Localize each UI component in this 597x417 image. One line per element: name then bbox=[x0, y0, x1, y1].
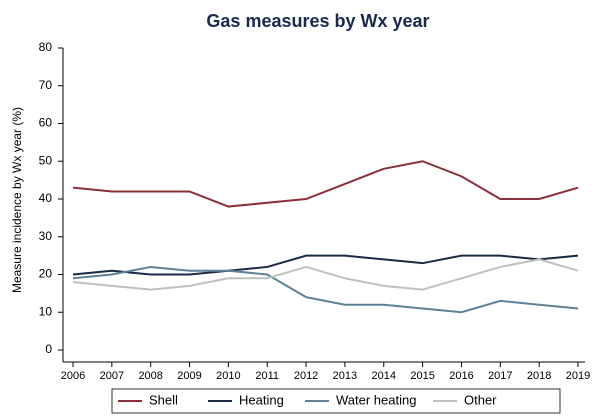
y-tick-label: 30 bbox=[39, 229, 53, 243]
x-tick-label: 2016 bbox=[449, 370, 473, 382]
y-axis-label: Measure incidence by Wx year (%) bbox=[10, 107, 24, 293]
y-tick-label: 60 bbox=[39, 116, 53, 130]
x-tick-label: 2007 bbox=[100, 370, 124, 382]
x-tick-label: 2006 bbox=[61, 370, 85, 382]
legend-label: Shell bbox=[149, 392, 178, 407]
x-tick-label: 2009 bbox=[177, 370, 201, 382]
x-tick-label: 2017 bbox=[488, 370, 512, 382]
x-tick-label: 2011 bbox=[255, 370, 279, 382]
x-tick-label: 2018 bbox=[527, 370, 551, 382]
legend-label: Water heating bbox=[336, 392, 416, 407]
x-tick-label: 2014 bbox=[372, 370, 396, 382]
series-line bbox=[72, 265, 579, 314]
y-tick-label: 80 bbox=[39, 40, 53, 54]
x-tick-label: 2013 bbox=[333, 370, 357, 382]
x-tick-label: 2012 bbox=[294, 370, 318, 382]
series-line bbox=[72, 160, 579, 208]
x-tick-label: 2019 bbox=[566, 370, 590, 382]
x-tick-label: 2008 bbox=[138, 370, 162, 382]
legend-box bbox=[111, 388, 561, 414]
legend-label: Heating bbox=[239, 392, 284, 407]
series-line bbox=[72, 258, 579, 291]
series-line bbox=[72, 254, 579, 276]
y-tick-label: 20 bbox=[39, 267, 53, 281]
chart-title: Gas measures by Wx year bbox=[206, 11, 429, 31]
y-tick-label: 50 bbox=[39, 153, 53, 167]
y-tick-label: 70 bbox=[39, 78, 53, 92]
legend-label: Other bbox=[464, 392, 497, 407]
y-tick-label: 40 bbox=[39, 191, 53, 205]
y-tick-label: 10 bbox=[39, 304, 53, 318]
y-tick-label: 0 bbox=[45, 342, 52, 356]
x-tick-label: 2010 bbox=[216, 370, 240, 382]
x-tick-label: 2015 bbox=[410, 370, 434, 382]
